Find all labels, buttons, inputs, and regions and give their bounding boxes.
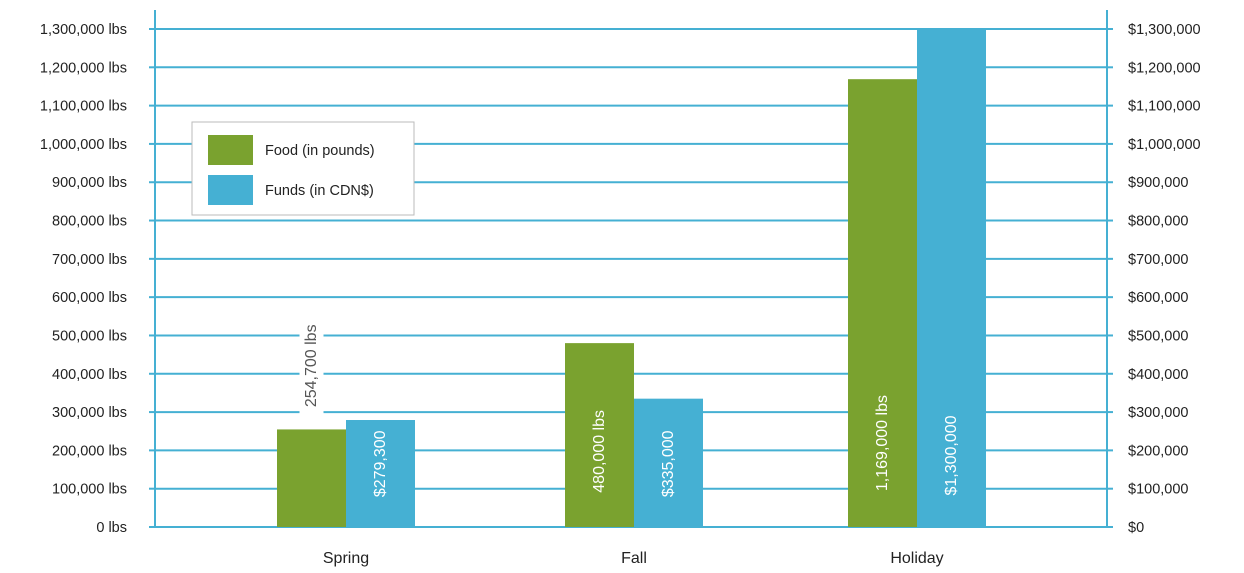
left-axis-tick-label: 700,000 lbs bbox=[52, 252, 127, 268]
data-label: 254,700 lbs bbox=[303, 324, 320, 407]
data-label: $1,300,000 bbox=[943, 415, 960, 495]
legend-label: Food (in pounds) bbox=[265, 143, 375, 159]
left-axis-tick-label: 1,200,000 lbs bbox=[40, 60, 127, 76]
left-axis-tick-label: 500,000 lbs bbox=[52, 328, 127, 344]
left-axis-tick-label: 100,000 lbs bbox=[52, 482, 127, 498]
bar-data-labels: 254,700 lbs $279,300 480,000 lbs $335,000 1,… bbox=[299, 314, 960, 497]
data-label: $279,300 bbox=[372, 430, 389, 497]
left-axis-tick-label: 200,000 lbs bbox=[52, 443, 127, 459]
bar-funds bbox=[346, 420, 415, 527]
right-axis-tick-label: $100,000 bbox=[1128, 482, 1188, 498]
right-axis-tick-label: $900,000 bbox=[1128, 175, 1188, 191]
right-axis-tick-label: $300,000 bbox=[1128, 405, 1188, 421]
legend-swatch bbox=[208, 175, 253, 205]
right-axis-tick-label: $400,000 bbox=[1128, 367, 1188, 383]
right-axis-tick-label: $200,000 bbox=[1128, 443, 1188, 459]
category-label: Holiday bbox=[890, 550, 943, 567]
right-axis-tick-label: $600,000 bbox=[1128, 290, 1188, 306]
bar-funds bbox=[917, 29, 986, 527]
right-axis-tick-labels: $0 $100,000 $200,000 $300,000 $400,000 $500,0… bbox=[1128, 22, 1201, 536]
legend-label: Funds (in CDN$) bbox=[265, 183, 374, 199]
left-axis-tick-label: 1,000,000 lbs bbox=[40, 137, 127, 153]
left-axis-tick-label: 900,000 lbs bbox=[52, 175, 127, 191]
left-axis-tick-label: 1,100,000 lbs bbox=[40, 99, 127, 115]
bar-food bbox=[848, 79, 917, 527]
right-axis-tick-label: $500,000 bbox=[1128, 328, 1188, 344]
bar-food bbox=[277, 429, 346, 527]
right-axis-tick-label: $1,300,000 bbox=[1128, 22, 1201, 38]
right-axis-tick-label: $0 bbox=[1128, 520, 1144, 536]
left-axis-tick-labels: 0 lbs 100,000 lbs 200,000 lbs 300,000 lbs 40… bbox=[40, 22, 127, 536]
left-axis-tick-label: 1,300,000 lbs bbox=[40, 22, 127, 38]
left-axis-tick-label: 300,000 lbs bbox=[52, 405, 127, 421]
label-background bbox=[299, 314, 324, 418]
legend-swatch bbox=[208, 135, 253, 165]
right-axis-tick-label: $1,100,000 bbox=[1128, 99, 1201, 115]
category-labels: Spring Fall Holiday bbox=[323, 550, 944, 567]
left-axis-tick-label: 0 lbs bbox=[96, 520, 127, 536]
right-axis-tick-label: $800,000 bbox=[1128, 214, 1188, 230]
left-axis-tick-label: 600,000 lbs bbox=[52, 290, 127, 306]
category-label: Fall bbox=[621, 550, 647, 567]
category-label: Spring bbox=[323, 550, 369, 567]
left-axis-tick-label: 800,000 lbs bbox=[52, 214, 127, 230]
right-axis-tick-label: $1,000,000 bbox=[1128, 137, 1201, 153]
bars bbox=[277, 29, 986, 527]
right-axis-tick-label: $700,000 bbox=[1128, 252, 1188, 268]
data-label: 480,000 lbs bbox=[591, 410, 608, 493]
legend: Food (in pounds) Funds (in CDN$) bbox=[191, 121, 415, 216]
axes bbox=[149, 10, 1113, 528]
right-axis-tick-label: $1,200,000 bbox=[1128, 60, 1201, 76]
data-label: $335,000 bbox=[660, 430, 677, 497]
left-axis-tick-label: 400,000 lbs bbox=[52, 367, 127, 383]
data-label: 1,169,000 lbs bbox=[874, 395, 891, 491]
bar-funds bbox=[634, 398, 703, 527]
bar-food bbox=[565, 343, 634, 527]
